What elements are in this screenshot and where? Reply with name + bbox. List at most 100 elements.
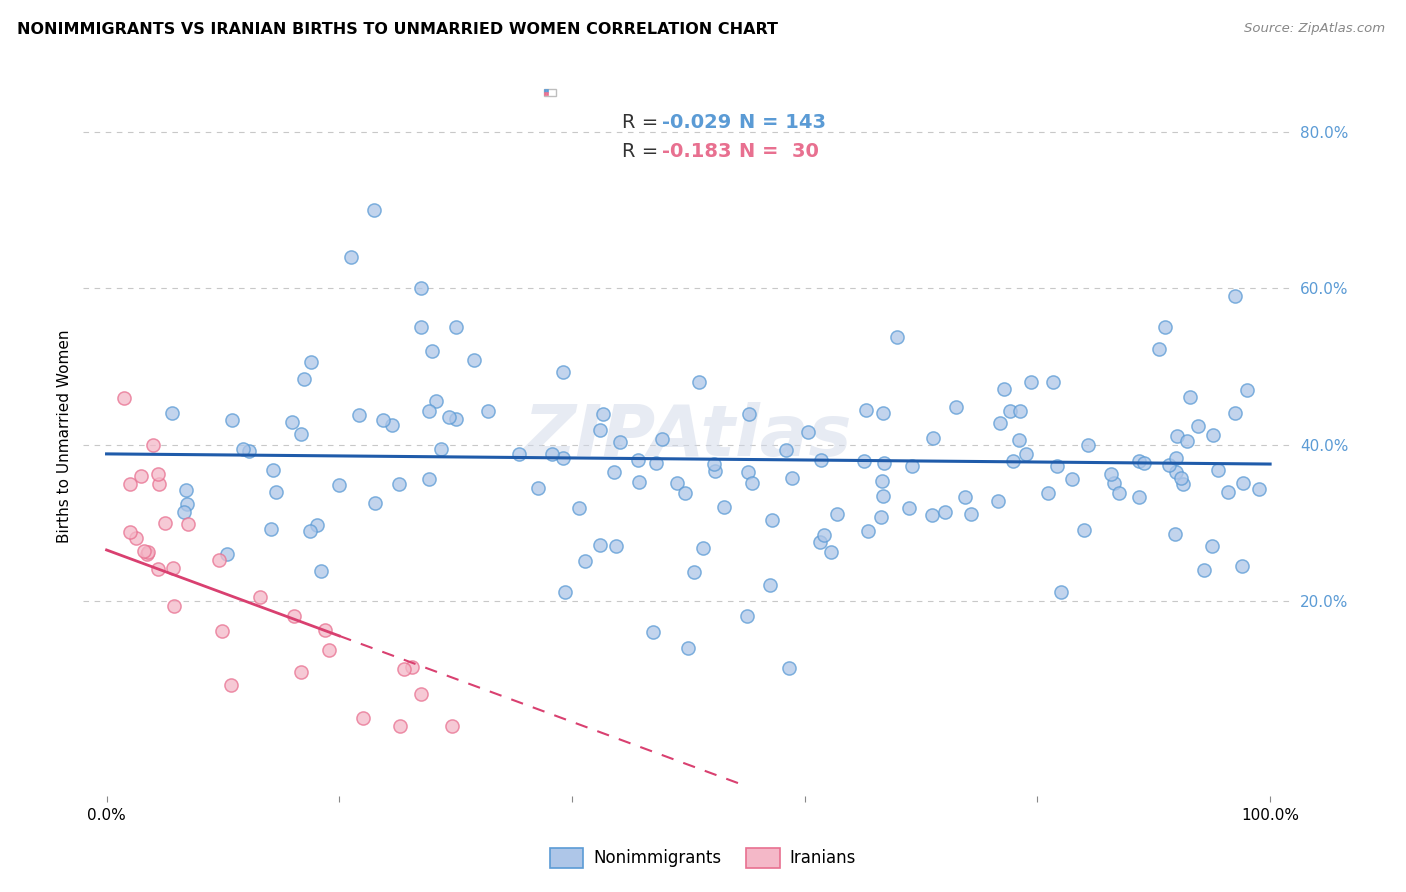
Point: [987, 494, 1010, 508]
Point: [208, 553, 231, 567]
Point: [703, 464, 725, 478]
Point: [211, 624, 233, 638]
Point: [678, 640, 700, 655]
Point: [318, 643, 340, 657]
Point: [1171, 476, 1194, 491]
Point: [897, 500, 920, 515]
Text: ZIPAtlas: ZIPAtlas: [524, 402, 852, 471]
Point: [120, 524, 142, 539]
Point: [290, 665, 312, 679]
Point: [741, 476, 763, 491]
Point: [118, 476, 141, 491]
Point: [146, 467, 169, 482]
Point: [249, 591, 271, 605]
Point: [311, 564, 333, 578]
Point: [1164, 465, 1187, 479]
Point: [463, 353, 485, 368]
Point: [605, 539, 627, 553]
Point: [901, 458, 924, 473]
Point: [775, 443, 797, 458]
Point: [713, 500, 735, 514]
Point: [1015, 447, 1038, 461]
Point: [430, 442, 453, 456]
Point: [683, 565, 706, 579]
Point: [853, 454, 876, 468]
Legend: Nonimmigrants, Iranians: Nonimmigrants, Iranians: [543, 841, 863, 875]
Point: [174, 483, 197, 497]
Point: [299, 355, 322, 369]
Point: [1164, 527, 1187, 541]
Point: [160, 406, 183, 420]
Point: [886, 329, 908, 343]
Point: [1128, 490, 1150, 504]
Point: [221, 678, 243, 692]
Point: [1042, 375, 1064, 389]
Point: [352, 711, 374, 725]
Point: [1108, 486, 1130, 500]
Point: [855, 403, 877, 417]
Point: [387, 477, 409, 491]
Point: [392, 662, 415, 676]
Point: [993, 382, 1015, 396]
Point: [1206, 463, 1229, 477]
Point: [264, 484, 287, 499]
Point: [444, 320, 467, 334]
Text: Source: ZipAtlas.com: Source: ZipAtlas.com: [1244, 22, 1385, 36]
Point: [1046, 458, 1069, 473]
Point: [425, 393, 447, 408]
Point: [1170, 471, 1192, 485]
Point: [131, 468, 153, 483]
Point: [673, 486, 696, 500]
Point: [176, 497, 198, 511]
Text: R =: R =: [621, 113, 664, 132]
Point: [1180, 390, 1202, 404]
Point: [813, 528, 835, 542]
Point: [153, 516, 176, 530]
Point: [173, 505, 195, 519]
Text: -0.183: -0.183: [662, 142, 731, 161]
Point: [418, 472, 440, 486]
Point: [1232, 475, 1254, 490]
Point: [283, 609, 305, 624]
Point: [409, 281, 432, 295]
Point: [1073, 524, 1095, 538]
Point: [1201, 539, 1223, 553]
Point: [934, 505, 956, 519]
Point: [290, 427, 312, 442]
Point: [568, 500, 591, 515]
Point: [422, 343, 444, 358]
Point: [574, 554, 596, 568]
Point: [1010, 404, 1032, 418]
Point: [477, 404, 499, 418]
Point: [281, 415, 304, 429]
Point: [808, 534, 831, 549]
Point: [872, 489, 894, 503]
Point: [238, 444, 260, 458]
Point: [810, 452, 832, 467]
Point: [589, 423, 612, 437]
Point: [1049, 584, 1071, 599]
Point: [1166, 428, 1188, 442]
Point: [136, 547, 159, 561]
Point: [221, 413, 243, 427]
Point: [134, 543, 156, 558]
Point: [1175, 434, 1198, 449]
Point: [112, 391, 135, 405]
Point: [1019, 375, 1042, 389]
Point: [262, 463, 284, 477]
Point: [825, 507, 848, 521]
Point: [553, 365, 575, 379]
Point: [1247, 482, 1270, 496]
Point: [1164, 450, 1187, 465]
Point: [643, 624, 665, 639]
Point: [314, 623, 336, 637]
Point: [444, 412, 467, 426]
Point: [526, 481, 548, 495]
Point: [872, 406, 894, 420]
Point: [148, 561, 170, 575]
Point: [692, 541, 714, 555]
Point: [953, 490, 976, 504]
Point: [142, 437, 165, 451]
Point: [778, 660, 800, 674]
Legend: dummy1, dummy2: dummy1, dummy2: [544, 89, 557, 96]
